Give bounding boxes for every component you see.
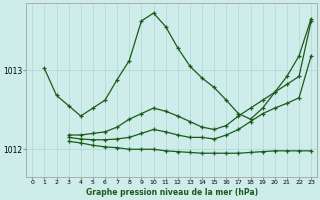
X-axis label: Graphe pression niveau de la mer (hPa): Graphe pression niveau de la mer (hPa) — [86, 188, 258, 197]
